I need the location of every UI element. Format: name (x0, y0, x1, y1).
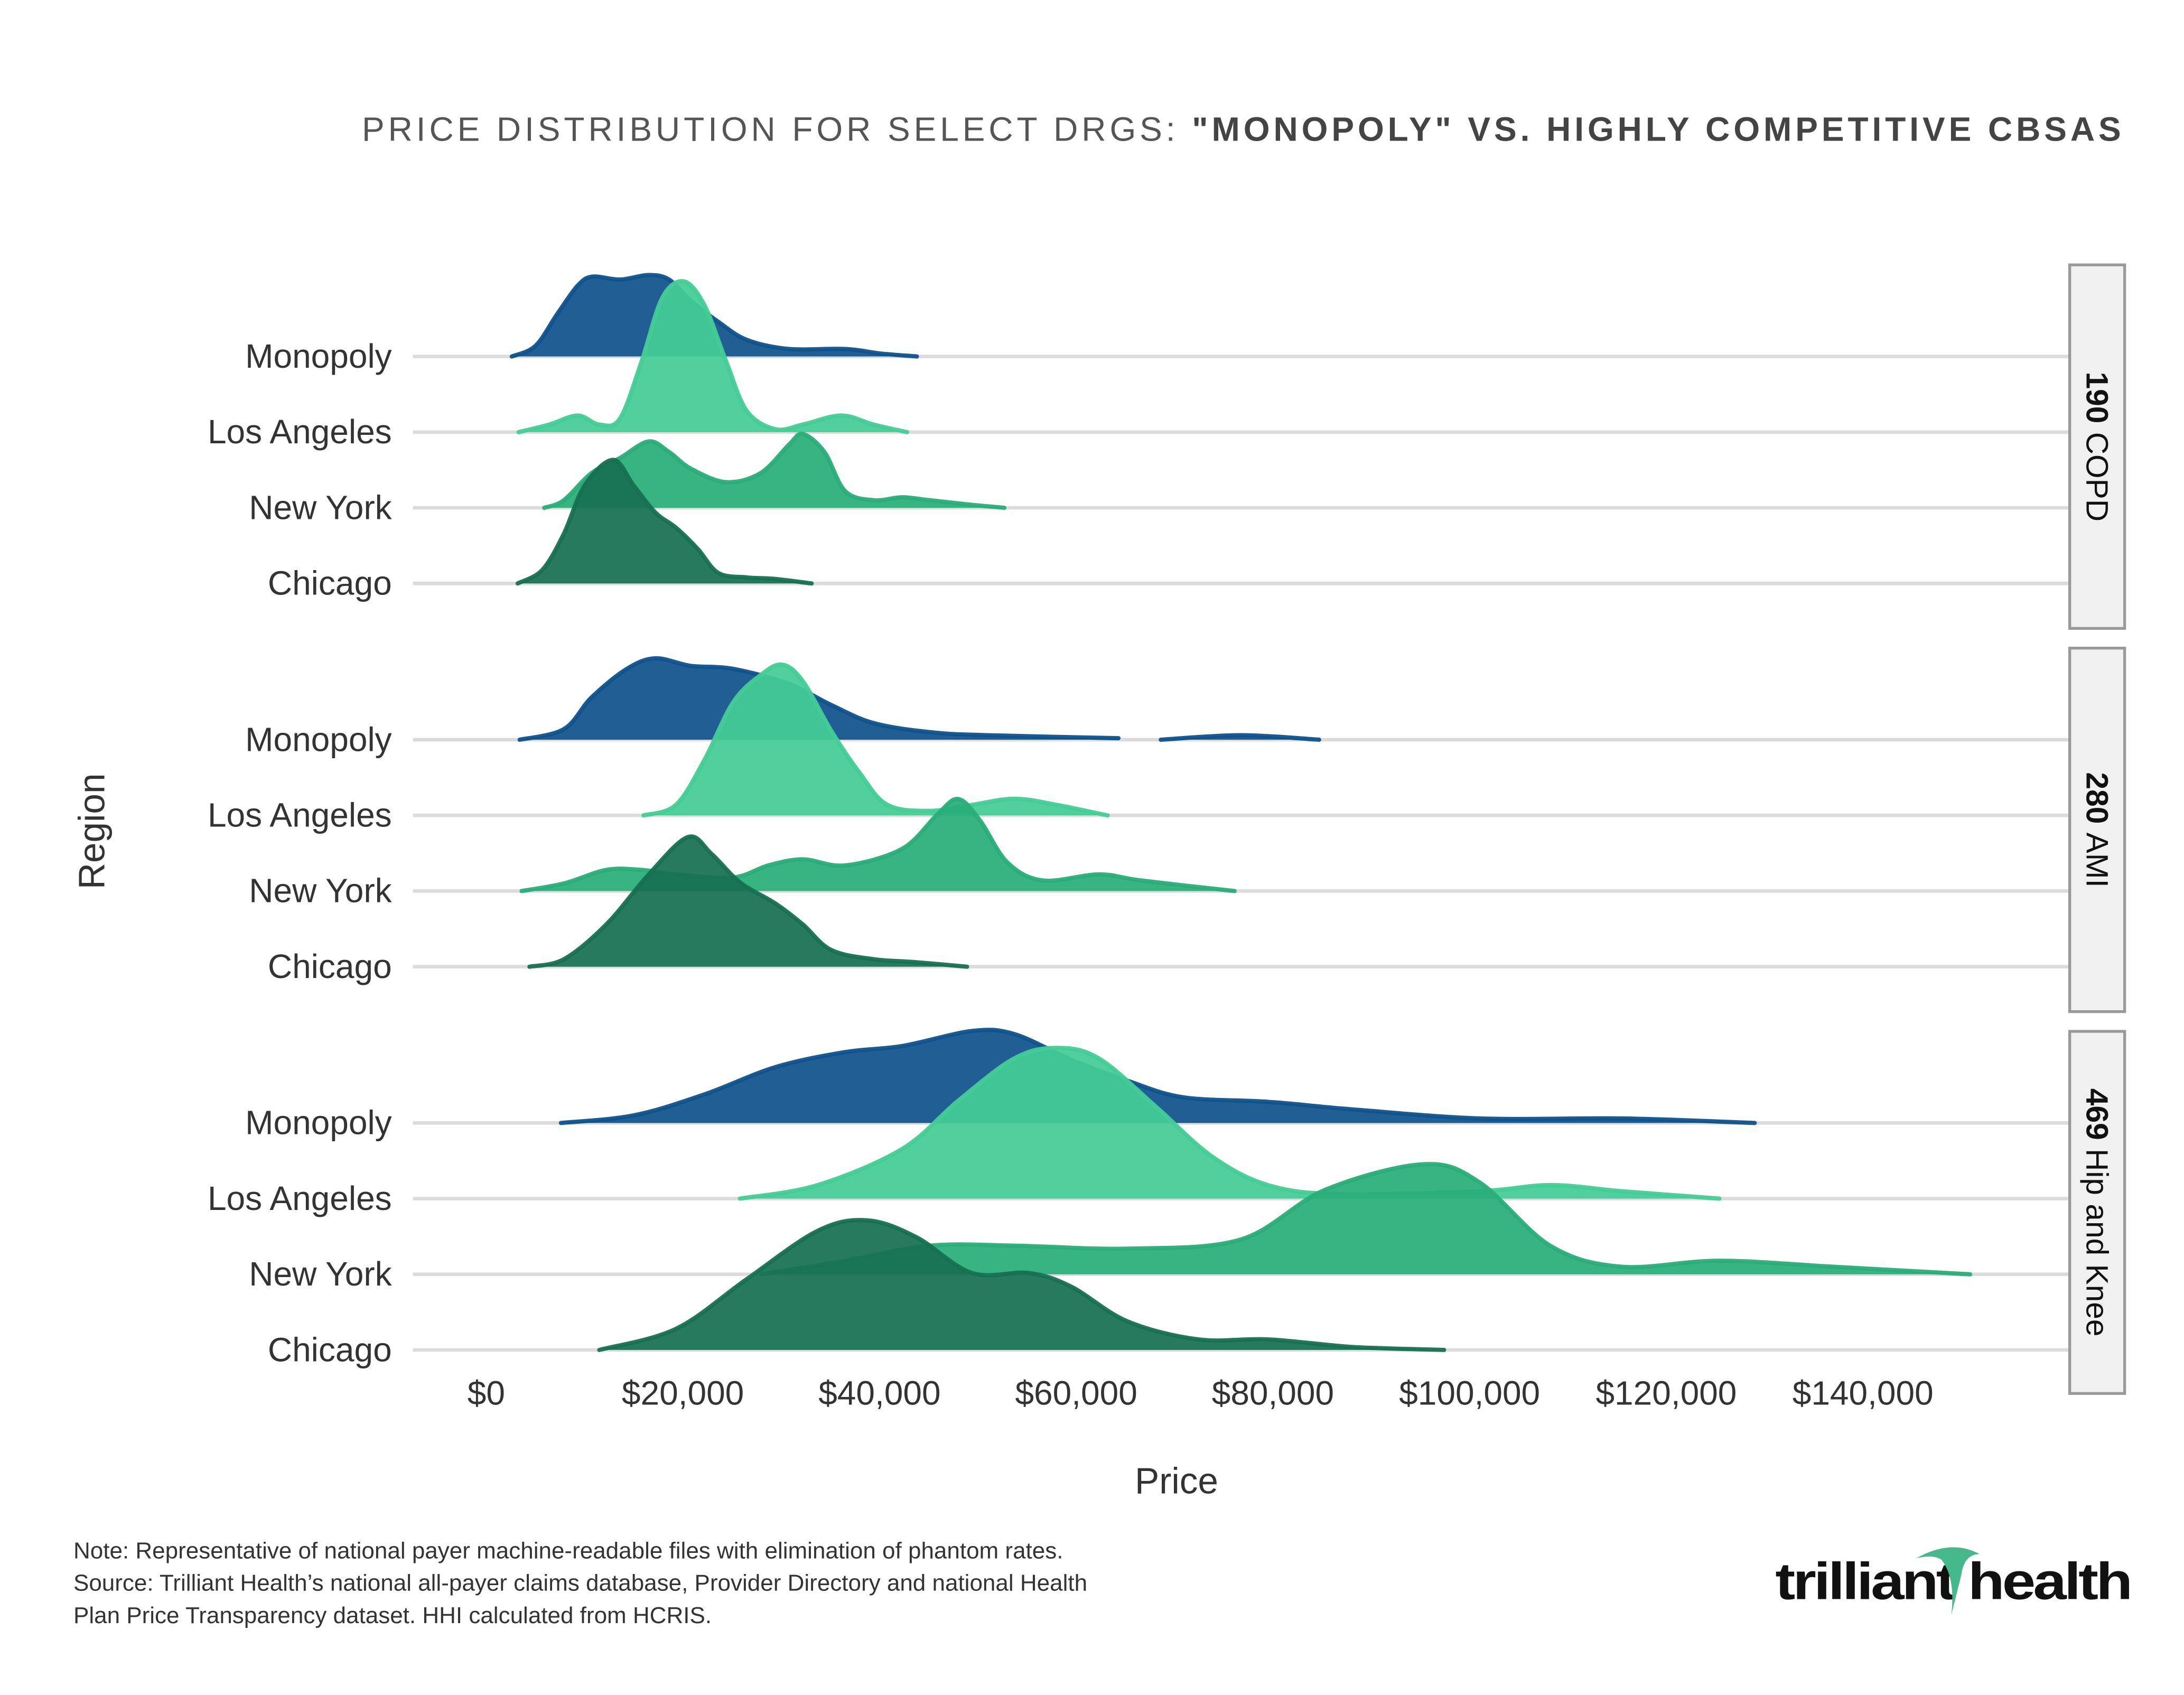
facet-code: 280 (2080, 772, 2114, 824)
note-line: Note: Representative of national payer m… (73, 1538, 1063, 1563)
x-tick-label: $120,000 (1595, 1374, 1737, 1412)
ridge-los-angeles-280 (643, 664, 1108, 816)
row-labels: Monopoly Los Angeles New York Chicago Monopo… (208, 337, 393, 1368)
row-label: Los Angeles (208, 1179, 392, 1217)
ridge-outline (519, 797, 1237, 893)
row-label: Los Angeles (208, 413, 392, 451)
facet-code: 190 (2080, 372, 2114, 424)
facet-name: COPD (2080, 423, 2114, 521)
x-tick-label: $40,000 (818, 1374, 940, 1412)
ridge-new-york-280 (521, 799, 1235, 891)
facet-label: 469 Hip and Knee (2080, 1088, 2114, 1337)
ridge-chicago-280 (529, 836, 967, 967)
row-label: New York (249, 1255, 392, 1293)
ridge-outline (542, 432, 1007, 510)
ridge-outline (516, 279, 909, 434)
ridge-outline (597, 1218, 1446, 1352)
ridge-outline (641, 662, 1110, 818)
ridge-los-angeles-469 (740, 1048, 1720, 1199)
ridges (509, 273, 1973, 1352)
ridge-outline (759, 1162, 1973, 1277)
facet-strips: 190 COPD 280 AMI 469 Hip and Knee (2068, 263, 2126, 1395)
facet-strip-280 (2068, 646, 2126, 1013)
x-tick-label: $60,000 (1015, 1374, 1137, 1412)
row-label: Los Angeles (208, 796, 392, 834)
footer-note: Note: Representative of national payer m… (73, 1538, 1087, 1628)
facet-strip-469 (2068, 1030, 2126, 1395)
facet-label: 190 COPD (2080, 372, 2114, 522)
row-label: Monopoly (245, 337, 391, 375)
ridge-outline (738, 1046, 1722, 1201)
ridge-monopoly-469 (561, 1030, 1755, 1123)
facet-strip-190 (2068, 263, 2126, 630)
x-tick-labels: $0 $20,000 $40,000 $60,000 $80,000 $100,000 $1… (468, 1374, 1934, 1412)
facet-name: Hip and Knee (2080, 1140, 2114, 1337)
source-line: Source: Trilliant Health’s national all-… (73, 1570, 1087, 1596)
x-tick-label: $80,000 (1212, 1374, 1334, 1412)
facet-name: AMI (2080, 824, 2114, 888)
ridge-new-york-469 (761, 1164, 1971, 1274)
logo-swoosh-icon (1916, 1547, 1980, 1615)
x-axis-label: Price (1135, 1460, 1218, 1502)
ridge-new-york-190 (544, 433, 1005, 508)
chart-title: PRICE DISTRIBUTION FOR SELECT DRGS: "MON… (362, 110, 2125, 148)
row-label: New York (249, 872, 392, 910)
source-line-2: Plan Price Transparency dataset. HHI cal… (73, 1603, 712, 1628)
row-label: Monopoly (245, 720, 391, 758)
row-label: Chicago (268, 564, 392, 602)
ridge-outline (1159, 733, 1321, 742)
row-label: Chicago (268, 947, 392, 985)
row-label: Monopoly (245, 1104, 391, 1142)
ridge-chicago-469 (599, 1220, 1444, 1350)
x-tick-label: $140,000 (1793, 1374, 1934, 1412)
ridge-outline (515, 458, 814, 586)
chart-title-prefix: PRICE DISTRIBUTION FOR SELECT DRGS: (362, 110, 1192, 148)
row-label: Chicago (268, 1330, 392, 1368)
row-label: New York (249, 488, 392, 526)
x-tick-label: $20,000 (622, 1374, 744, 1412)
y-axis-label: Region (71, 773, 113, 889)
ridge-outline (527, 834, 969, 969)
trilliant-health-logo: trilliant health (1775, 1547, 2132, 1615)
x-tick-label: $100,000 (1399, 1374, 1540, 1412)
x-tick-label: $0 (468, 1374, 505, 1412)
facet-code: 469 (2080, 1088, 2114, 1140)
ridge-monopoly-190 (511, 275, 917, 357)
ridge-los-angeles-190 (518, 281, 907, 432)
chart-title-bold: "MONOPOLY" VS. HIGHLY COMPETITIVE CBSAS (1192, 110, 2124, 148)
facet-label: 280 AMI (2080, 772, 2114, 887)
